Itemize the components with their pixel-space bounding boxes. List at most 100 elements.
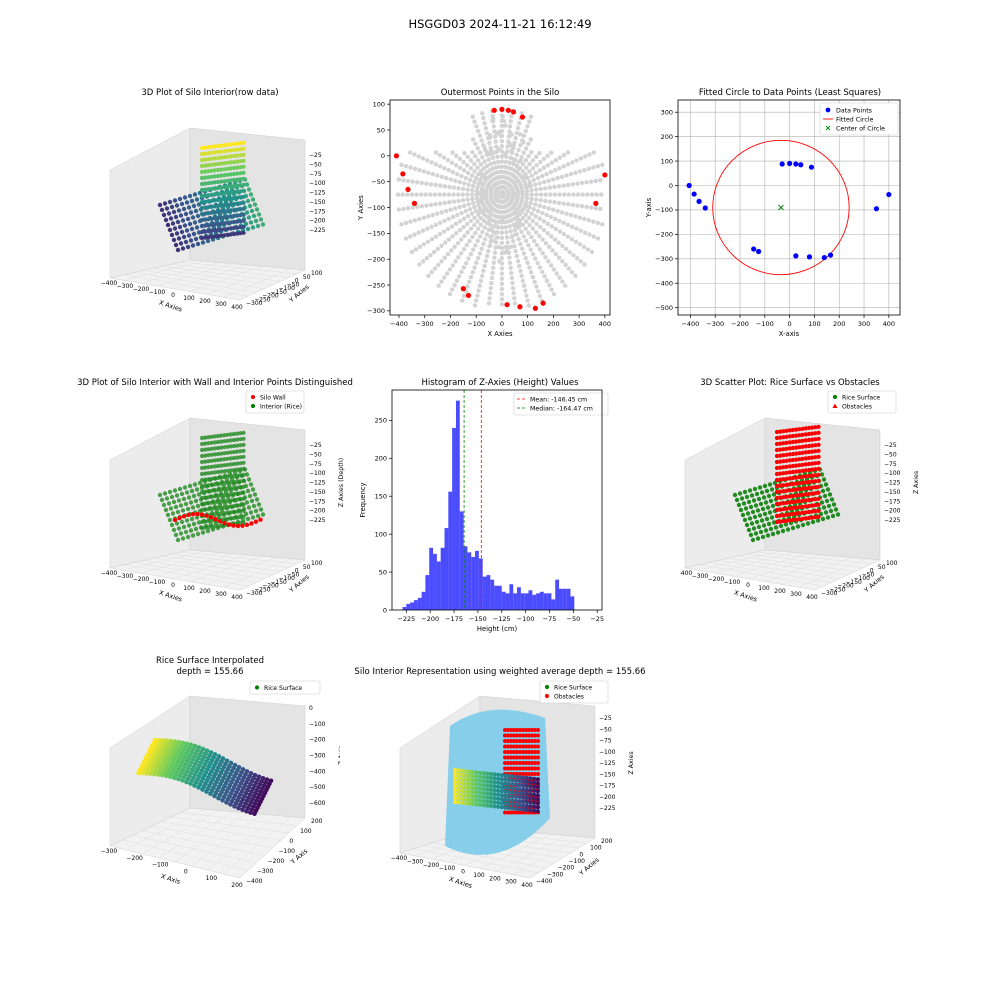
- scan-point: [562, 192, 566, 196]
- scan-point: [459, 174, 463, 178]
- scan-point: [470, 211, 474, 215]
- rice-point: [475, 782, 479, 786]
- scan-point: [511, 157, 515, 161]
- scan-point: [242, 153, 246, 157]
- rice-point: [771, 532, 775, 536]
- x-tick-label: −400: [101, 570, 118, 577]
- rice-point: [518, 799, 522, 803]
- x-axis-label: X-axis: [779, 330, 800, 338]
- interior-point: [171, 511, 175, 515]
- x-tick-label: −300: [407, 858, 424, 865]
- scan-point: [571, 253, 575, 257]
- obstacle-point: [817, 515, 821, 519]
- scan-point: [183, 223, 187, 227]
- scan-point: [542, 180, 546, 184]
- scan-point: [479, 200, 483, 204]
- scan-point: [537, 151, 541, 155]
- obstacle-point: [536, 767, 540, 771]
- scan-point: [466, 202, 470, 206]
- scan-point: [549, 263, 553, 267]
- rice-point: [743, 518, 747, 522]
- interior-point: [201, 530, 205, 534]
- scan-point: [493, 231, 497, 235]
- scan-point: [472, 265, 476, 269]
- scan-point: [433, 202, 437, 206]
- rice-point: [489, 772, 493, 776]
- rice-point: [467, 770, 471, 774]
- x-tick-label: 300: [215, 591, 227, 598]
- rice-point: [822, 505, 826, 509]
- scan-point: [195, 225, 199, 229]
- interior-point: [191, 533, 195, 537]
- interior-point: [163, 491, 167, 495]
- rice-point: [475, 802, 479, 806]
- scan-point: [424, 203, 428, 207]
- scan-point: [557, 201, 561, 205]
- scan-point: [246, 227, 250, 231]
- rice-point: [536, 781, 540, 785]
- scan-point: [548, 185, 552, 189]
- y-tick-label: −100: [367, 204, 385, 212]
- obstacle-point: [536, 750, 540, 754]
- scan-point: [549, 287, 553, 291]
- rice-point: [827, 504, 831, 508]
- rice-point: [500, 793, 504, 797]
- scan-point: [569, 213, 573, 217]
- rice-point: [518, 775, 522, 779]
- scan-point: [417, 168, 421, 172]
- y-tick-label: 100: [373, 100, 385, 108]
- scan-point: [442, 219, 446, 223]
- scan-point: [434, 234, 438, 238]
- scan-point: [500, 302, 504, 306]
- rice-point: [507, 806, 511, 810]
- histogram-bar: [456, 401, 460, 610]
- z-tick-label: −125: [599, 760, 616, 767]
- legend-marker: [545, 694, 549, 698]
- scan-point: [507, 141, 511, 145]
- rice-point: [453, 768, 457, 772]
- scan-point: [442, 275, 446, 279]
- rice-point: [464, 773, 468, 777]
- wall-point: [186, 513, 190, 517]
- scan-point: [438, 183, 442, 187]
- rice-point: [767, 494, 771, 498]
- histogram-bar: [571, 596, 575, 610]
- surface-point: [244, 809, 249, 814]
- rice-point: [529, 780, 533, 784]
- scan-point: [492, 124, 496, 128]
- rice-point: [464, 801, 468, 805]
- scan-point: [574, 227, 578, 231]
- scan-point: [445, 271, 449, 275]
- scan-point: [201, 240, 205, 244]
- scan-point: [450, 161, 454, 165]
- y-tick-label: −400: [246, 878, 263, 885]
- y-tick-label: 50: [303, 564, 311, 571]
- obstacle-point: [817, 431, 821, 435]
- x-tick-label: −400: [391, 855, 408, 862]
- scan-point: [431, 213, 435, 217]
- interior-point: [182, 497, 186, 501]
- rice-point: [457, 800, 461, 804]
- z-tick-label: −100: [599, 749, 616, 756]
- interior-point: [172, 500, 176, 504]
- scan-point: [538, 225, 542, 229]
- scan-point: [500, 287, 504, 291]
- x-tick-label: 0: [788, 320, 792, 328]
- rice-point: [482, 799, 486, 803]
- scan-point: [529, 235, 533, 239]
- scan-point: [584, 180, 588, 184]
- rice-point: [801, 523, 805, 527]
- scan-point: [474, 261, 478, 265]
- rice-point: [471, 798, 475, 802]
- rice-point: [529, 796, 533, 800]
- y-tick-label: 50: [379, 568, 387, 576]
- x-tick-label: 0: [746, 582, 750, 589]
- histogram-bar: [529, 590, 533, 610]
- scan-point: [560, 279, 564, 283]
- scan-point: [406, 206, 410, 210]
- scan-point: [450, 151, 454, 155]
- scan-point: [531, 219, 535, 223]
- pane-left: [110, 418, 190, 568]
- x-tick-label: −100: [152, 862, 169, 869]
- data-point: [809, 165, 814, 170]
